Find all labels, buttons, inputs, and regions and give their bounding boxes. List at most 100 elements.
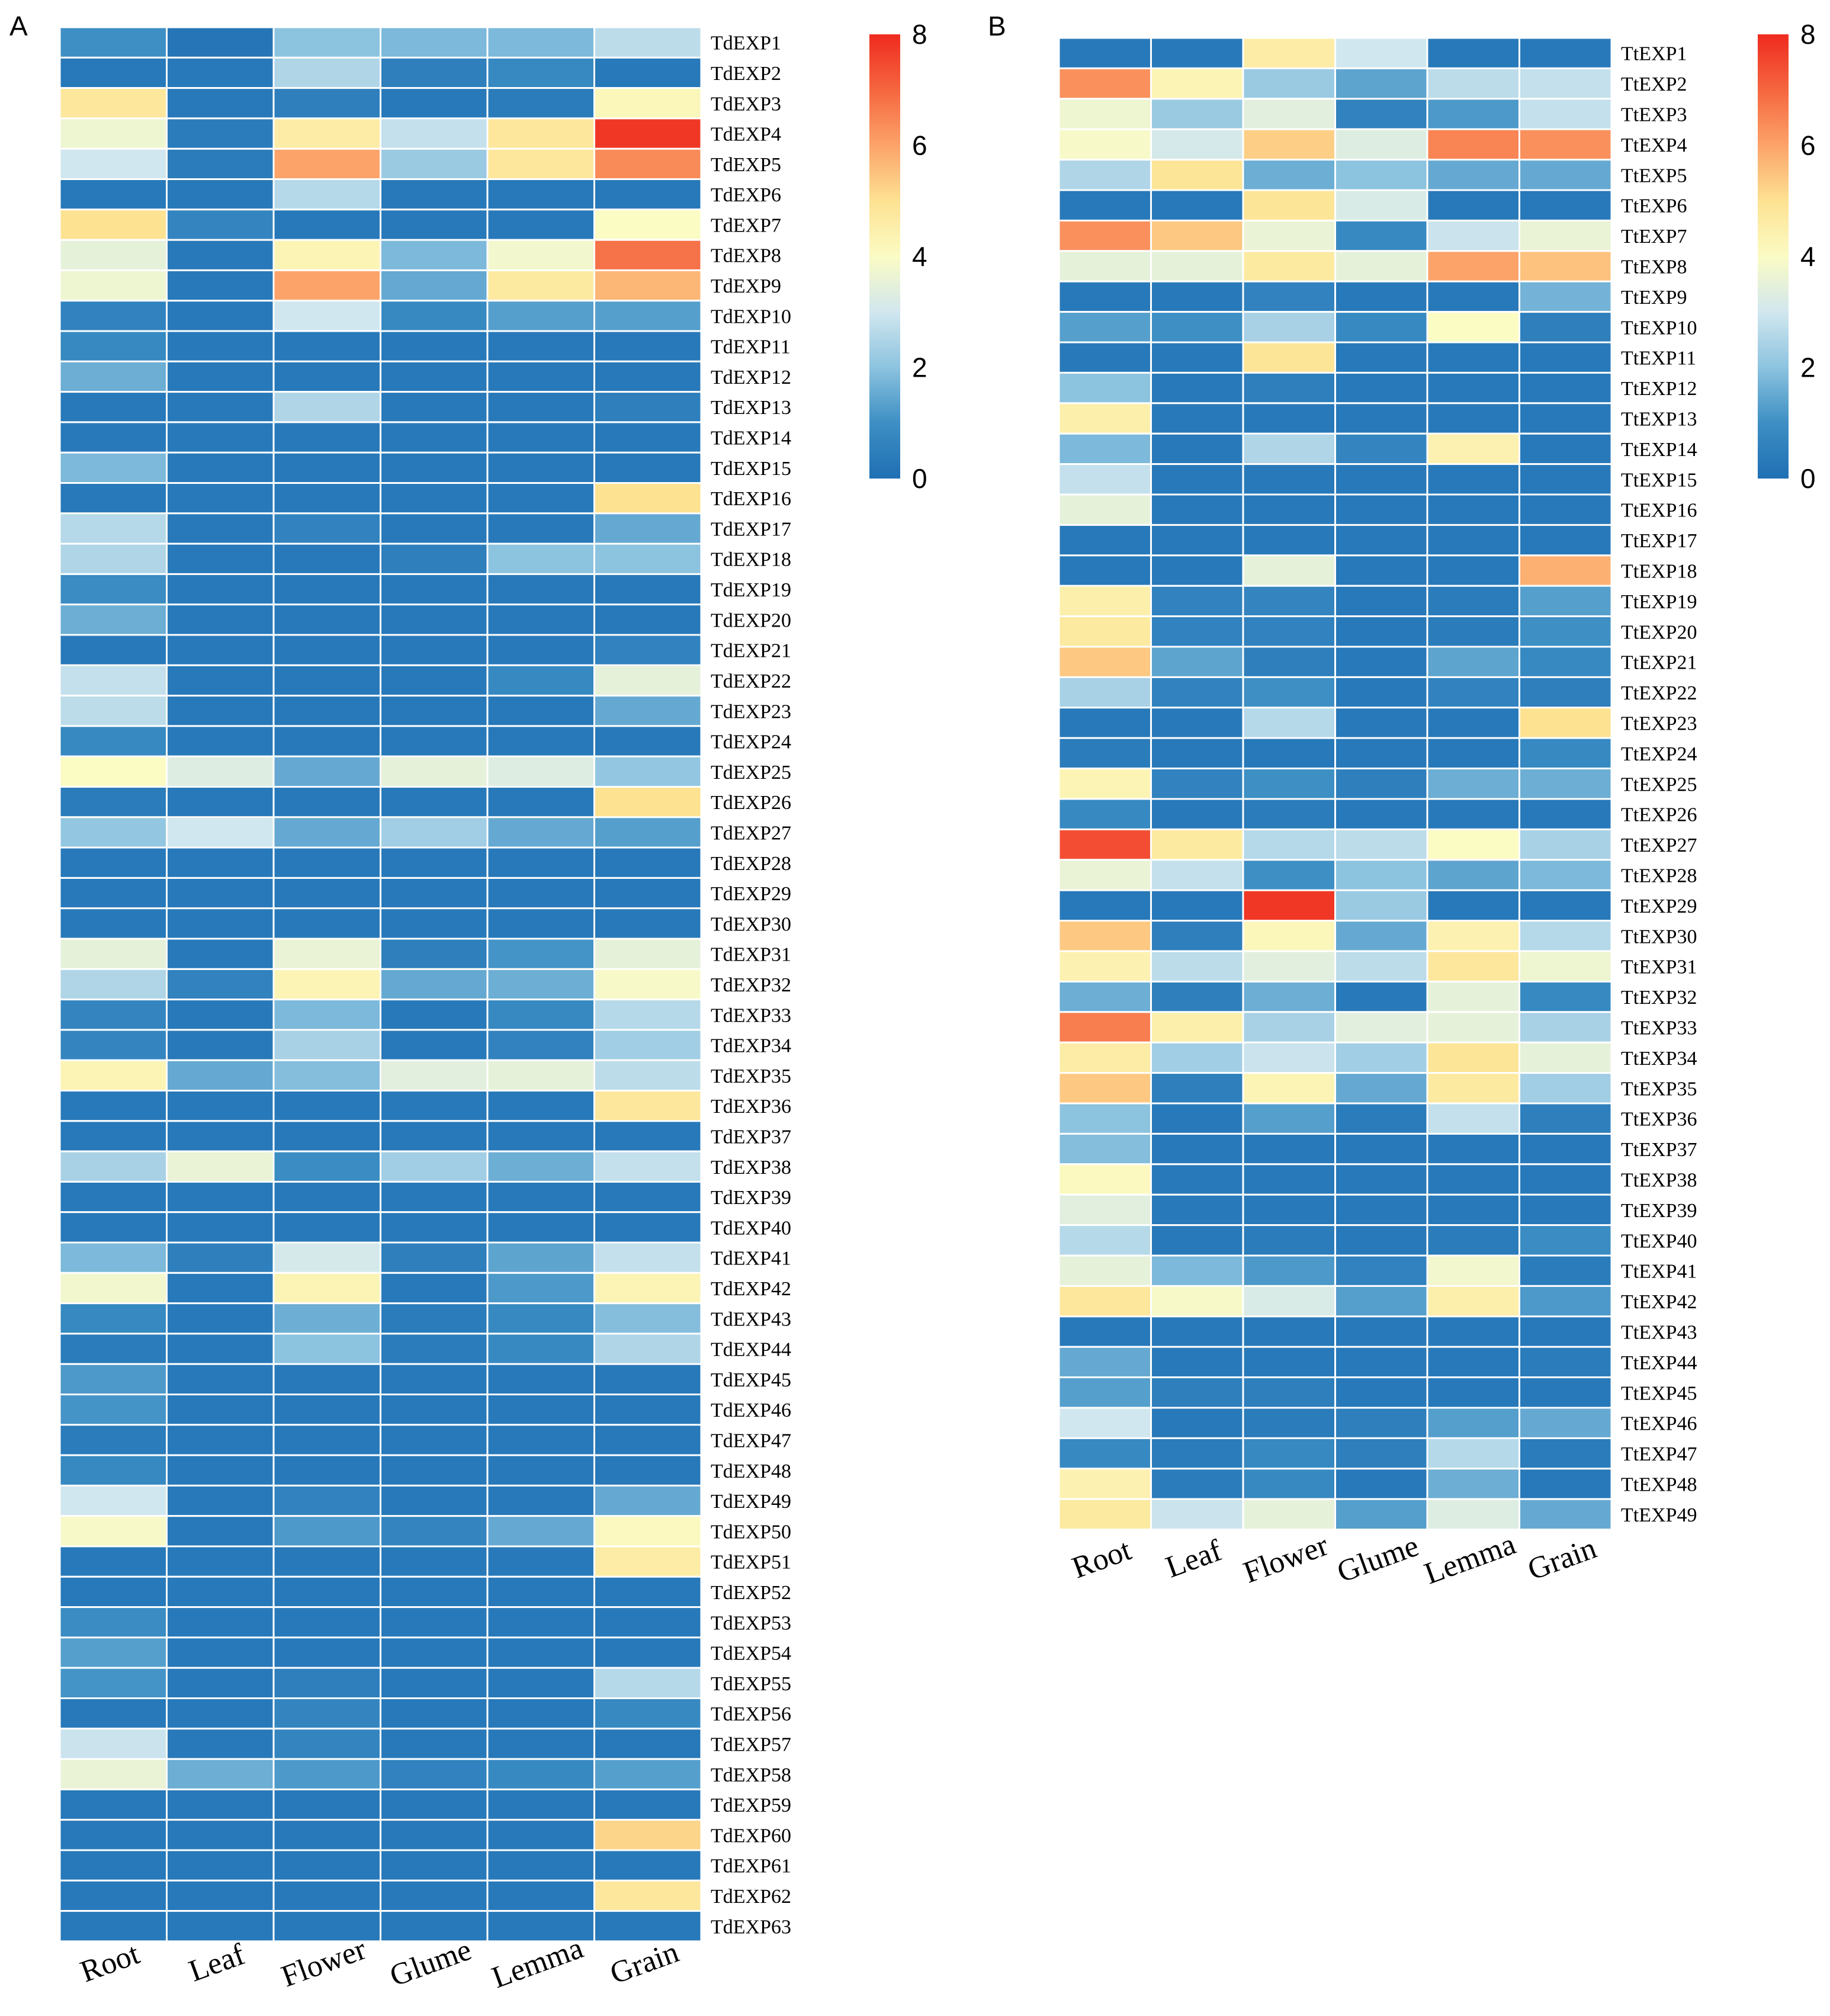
heatmap-cell-tdexp46-leaf [166,1394,275,1426]
heatmap-cell-tdexp37-grain [593,1120,702,1153]
heatmap-cell-tdexp44-flower [272,1333,381,1365]
heatmap-cell-tdexp31-root [59,938,168,970]
heatmap-cell-tdexp63-glume [380,1910,489,1943]
heatmap-cell-tdexp14-leaf [166,421,275,454]
heatmap-cell-tdexp31-glume [380,938,489,970]
heatmap-cell-tdexp22-flower [272,664,381,697]
heatmap-cell-tdexp56-flower [272,1697,381,1730]
row-label-ttexp22: TtEXP22 [1621,682,1697,704]
heatmap-cell-tdexp35-root [59,1059,168,1092]
heatmap-cell-ttexp18-lemma [1426,554,1520,587]
heatmap-cell-tdexp46-lemma [486,1394,595,1426]
heatmap-cell-ttexp47-flower [1242,1437,1336,1470]
heatmap-cell-tdexp52-root [59,1575,168,1609]
heatmap-cell-tdexp37-glume [380,1120,489,1153]
heatmap-cell-tdexp8-glume [380,239,489,271]
heatmap-cell-ttexp33-grain [1518,1011,1613,1044]
heatmap-cell-ttexp19-grain [1518,585,1613,618]
heatmap-cell-ttexp22-glume [1334,676,1428,709]
heatmap-cell-tdexp55-lemma [486,1667,595,1699]
heatmap-cell-ttexp11-grain [1518,341,1613,374]
heatmap-cell-ttexp28-leaf [1150,859,1244,891]
heatmap-cell-ttexp37-glume [1334,1132,1428,1166]
row-label-tdexp46: TdEXP46 [711,1399,791,1421]
heatmap-cell-tdexp23-glume [380,695,489,727]
row-label-ttexp32: TtEXP32 [1621,987,1697,1009]
heatmap-cell-ttexp20-lemma [1426,615,1520,648]
heatmap-cell-ttexp18-glume [1334,554,1428,587]
heatmap-cell-tdexp3-glume [380,87,489,120]
heatmap-cell-tdexp63-leaf [166,1910,275,1943]
heatmap-cell-ttexp26-root [1058,798,1152,830]
heatmap-cell-tdexp57-flower [272,1728,381,1760]
heatmap-cell-tdexp59-grain [593,1788,702,1821]
row-label-tdexp38: TdEXP38 [711,1157,791,1179]
heatmap-cell-tdexp54-leaf [166,1636,275,1669]
heatmap-cell-tdexp55-root [59,1667,168,1699]
row-label-tdexp16: TdEXP16 [711,488,791,510]
row-label-ttexp37: TtEXP37 [1621,1139,1697,1161]
row-label-ttexp27: TtEXP27 [1621,834,1697,856]
heatmap-cell-tdexp29-grain [593,877,702,910]
heatmap-cell-tdexp34-leaf [166,1029,275,1061]
heatmap-cell-tdexp15-grain [593,451,702,484]
heatmap-cell-ttexp34-flower [1242,1041,1336,1074]
heatmap-cell-tdexp8-grain [593,239,702,271]
heatmap-cell-tdexp13-root [59,391,168,423]
heatmap-cell-ttexp21-leaf [1150,646,1244,678]
heatmap-cell-tdexp45-root [59,1363,168,1395]
heatmap-cell-ttexp45-flower [1242,1376,1336,1409]
heatmap-cell-ttexp35-leaf [1150,1072,1244,1105]
heatmap-cell-tdexp13-glume [380,391,489,423]
heatmap-cell-tdexp48-lemma [486,1454,595,1487]
row-label-tdexp5: TdEXP5 [711,154,781,176]
heatmap-cell-ttexp31-root [1058,950,1152,983]
row-label-ttexp14: TtEXP14 [1621,439,1697,461]
heatmap-cell-tdexp40-leaf [166,1211,275,1244]
heatmap-cell-tdexp32-glume [380,968,489,1001]
heatmap-cell-ttexp23-lemma [1426,707,1520,739]
heatmap-cell-tdexp50-leaf [166,1515,275,1548]
heatmap-cell-tdexp52-leaf [166,1575,275,1609]
heatmap-cell-tdexp12-lemma [486,360,595,393]
heatmap-cell-tdexp10-flower [272,300,381,332]
row-label-ttexp24: TtEXP24 [1621,743,1697,765]
heatmap-cell-ttexp44-glume [1334,1346,1428,1379]
heatmap-cell-tdexp33-lemma [486,999,595,1031]
heatmap-cell-tdexp62-lemma [486,1879,595,1912]
heatmap-cell-tdexp59-lemma [486,1788,595,1821]
heatmap-cell-ttexp38-lemma [1426,1163,1520,1196]
heatmap-cell-ttexp10-root [1058,311,1152,344]
row-label-tdexp44: TdEXP44 [711,1339,791,1361]
heatmap-cell-tdexp35-glume [380,1059,489,1092]
heatmap-cell-tdexp37-lemma [486,1120,595,1153]
heatmap-cell-ttexp32-leaf [1150,980,1244,1013]
heatmap-cell-ttexp38-glume [1334,1163,1428,1196]
heatmap-cell-tdexp35-grain [593,1059,702,1092]
heatmap-cell-ttexp18-grain [1518,554,1613,587]
heatmap-cell-ttexp2-lemma [1426,67,1520,100]
row-label-ttexp2: TtEXP2 [1621,73,1687,95]
heatmap-cell-ttexp8-glume [1334,250,1428,283]
row-label-tdexp4: TdEXP4 [711,124,781,146]
heatmap-cell-ttexp17-glume [1334,524,1428,557]
heatmap-cell-ttexp4-root [1058,128,1152,161]
heatmap-cell-tdexp16-root [59,482,168,515]
heatmap-cell-ttexp32-lemma [1426,980,1520,1013]
heatmap-cell-tdexp47-glume [380,1424,489,1456]
heatmap-cell-ttexp28-lemma [1426,859,1520,891]
heatmap-cell-ttexp16-root [1058,493,1152,526]
heatmap-cell-tdexp48-grain [593,1454,702,1487]
heatmap-cell-ttexp24-glume [1334,737,1428,770]
heatmap-cell-tdexp36-lemma [486,1090,595,1122]
row-label-ttexp13: TtEXP13 [1621,409,1697,431]
heatmap-cell-tdexp32-root [59,968,168,1001]
row-label-tdexp26: TdEXP26 [711,792,791,814]
heatmap-cell-tdexp45-leaf [166,1363,275,1395]
heatmap-cell-tdexp57-leaf [166,1728,275,1760]
heatmap-cell-tdexp44-glume [380,1333,489,1365]
heatmap-cell-tdexp20-lemma [486,603,595,636]
heatmap-cell-tdexp55-flower [272,1667,381,1699]
row-label-tdexp32: TdEXP32 [711,974,791,996]
heatmap-cell-tdexp53-grain [593,1606,702,1639]
